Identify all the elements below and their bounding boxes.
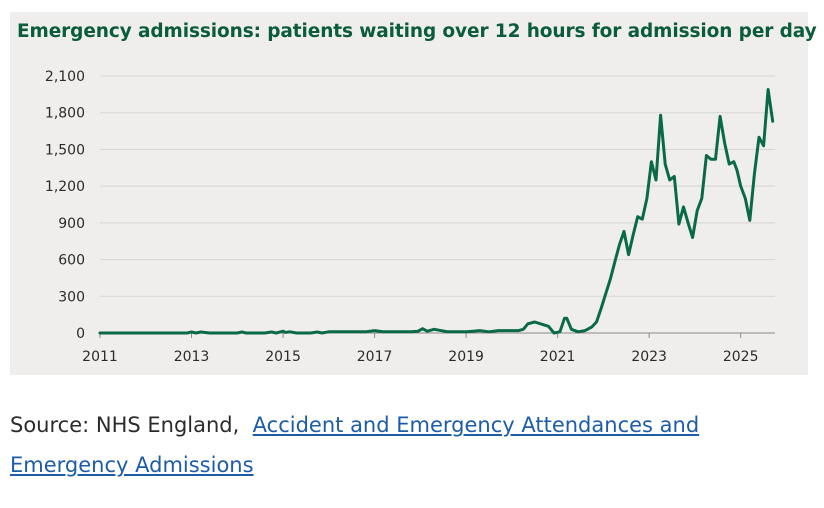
chart-title: Emergency admissions: patients waiting o…	[17, 21, 817, 42]
x-tick-label: 2023	[631, 349, 667, 365]
x-tick-label: 2013	[174, 349, 210, 365]
x-tick-label: 2021	[540, 349, 576, 365]
series-line	[98, 88, 775, 335]
gridlines	[100, 75, 775, 297]
x-tick-label: 2025	[723, 349, 759, 365]
y-tick-label: 2,100	[45, 69, 85, 85]
series-lines	[98, 88, 775, 335]
y-tick-label: 300	[58, 289, 85, 305]
y-axis-ticks: 0 300 600 900 1,200 1,500 1,800 2,100	[45, 69, 85, 342]
x-tick-label: 2011	[82, 349, 118, 365]
x-axis: 2011 2013 2015 2017 2019 2021 2023 2025	[82, 332, 775, 365]
x-tick-label: 2015	[265, 349, 301, 365]
y-tick-label: 1,200	[45, 179, 85, 195]
y-tick-label: 0	[76, 326, 85, 342]
y-tick-label: 1,800	[45, 106, 85, 122]
y-tick-label: 900	[58, 216, 85, 232]
y-tick-label: 600	[58, 253, 85, 269]
x-tick-label: 2017	[357, 349, 393, 365]
source-prefix: Source: NHS England,	[10, 413, 240, 437]
y-tick-label: 1,500	[45, 142, 85, 158]
source-link[interactable]: Accident and Emergency Attendances and E…	[10, 413, 700, 477]
x-tick-label: 2019	[448, 349, 484, 365]
source-note: Source: NHS England, Accident and Emerge…	[10, 405, 800, 485]
